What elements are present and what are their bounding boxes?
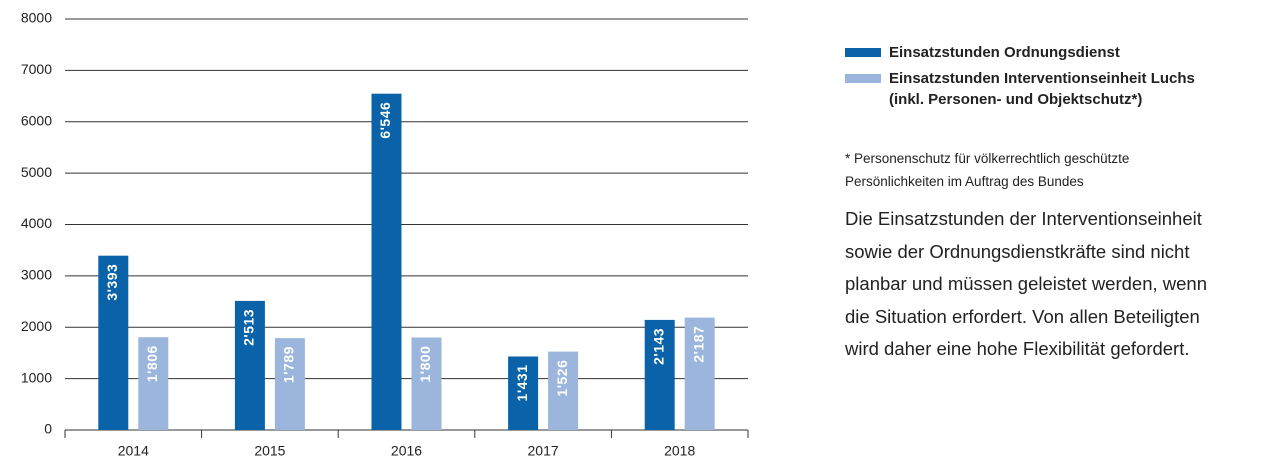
y-tick-label: 7000 xyxy=(21,61,52,77)
legend-swatch xyxy=(845,48,881,57)
data-label: 2'513 xyxy=(241,309,257,346)
x-tick-label: 2016 xyxy=(391,443,422,459)
data-label: 6'546 xyxy=(377,102,393,139)
y-tick-label: 1000 xyxy=(21,369,52,385)
bar xyxy=(274,338,305,430)
y-tick-label: 6000 xyxy=(21,112,52,128)
legend: Einsatzstunden Ordnungsdienst Einsatzstun… xyxy=(845,42,1195,115)
bar xyxy=(411,337,442,430)
data-label: 1'431 xyxy=(514,364,530,401)
bar xyxy=(684,317,715,430)
legend-label: Einsatzstunden Interventionseinheit Luch… xyxy=(889,70,1195,108)
y-tick-label: 2000 xyxy=(21,318,52,334)
data-label: 1'526 xyxy=(554,360,570,397)
data-label: 2'143 xyxy=(650,328,666,365)
x-tick-label: 2014 xyxy=(118,443,149,459)
data-label: 1'800 xyxy=(417,346,433,383)
footnote: * Personenschutz für völkerrechtlich ges… xyxy=(845,151,1130,189)
bar xyxy=(548,351,579,430)
description: Die Einsatzstunden der Interventionseinh… xyxy=(845,208,1208,359)
chart: 0 1000 2000 3000 4000 5000 6000 7000 8000 2014 3'3… xyxy=(21,10,749,459)
bar xyxy=(371,93,402,430)
x-tick-label: 2017 xyxy=(528,443,559,459)
data-label: 3'393 xyxy=(104,264,120,301)
legend-swatch xyxy=(845,74,881,83)
x-tick-label: 2018 xyxy=(664,443,695,459)
data-label: 1'789 xyxy=(281,346,297,383)
bar xyxy=(644,319,675,430)
data-label: 2'187 xyxy=(690,326,706,363)
y-tick-label: 0 xyxy=(44,421,52,437)
x-tick-label: 2015 xyxy=(254,443,285,459)
y-tick-label: 4000 xyxy=(21,215,52,231)
bar xyxy=(98,255,129,430)
data-label: 1'806 xyxy=(144,345,160,382)
legend-label: Einsatzstunden Ordnungsdienst xyxy=(889,44,1120,61)
y-tick-label: 3000 xyxy=(21,267,52,283)
y-tick-label: 5000 xyxy=(21,164,52,180)
bar xyxy=(508,356,539,430)
legend-item: Einsatzstunden Ordnungsdienst xyxy=(845,42,1195,63)
bar xyxy=(234,300,265,430)
bar xyxy=(138,337,169,430)
y-tick-label: 8000 xyxy=(21,10,52,26)
legend-item: Einsatzstunden Interventionseinheit Luch… xyxy=(845,68,1195,110)
